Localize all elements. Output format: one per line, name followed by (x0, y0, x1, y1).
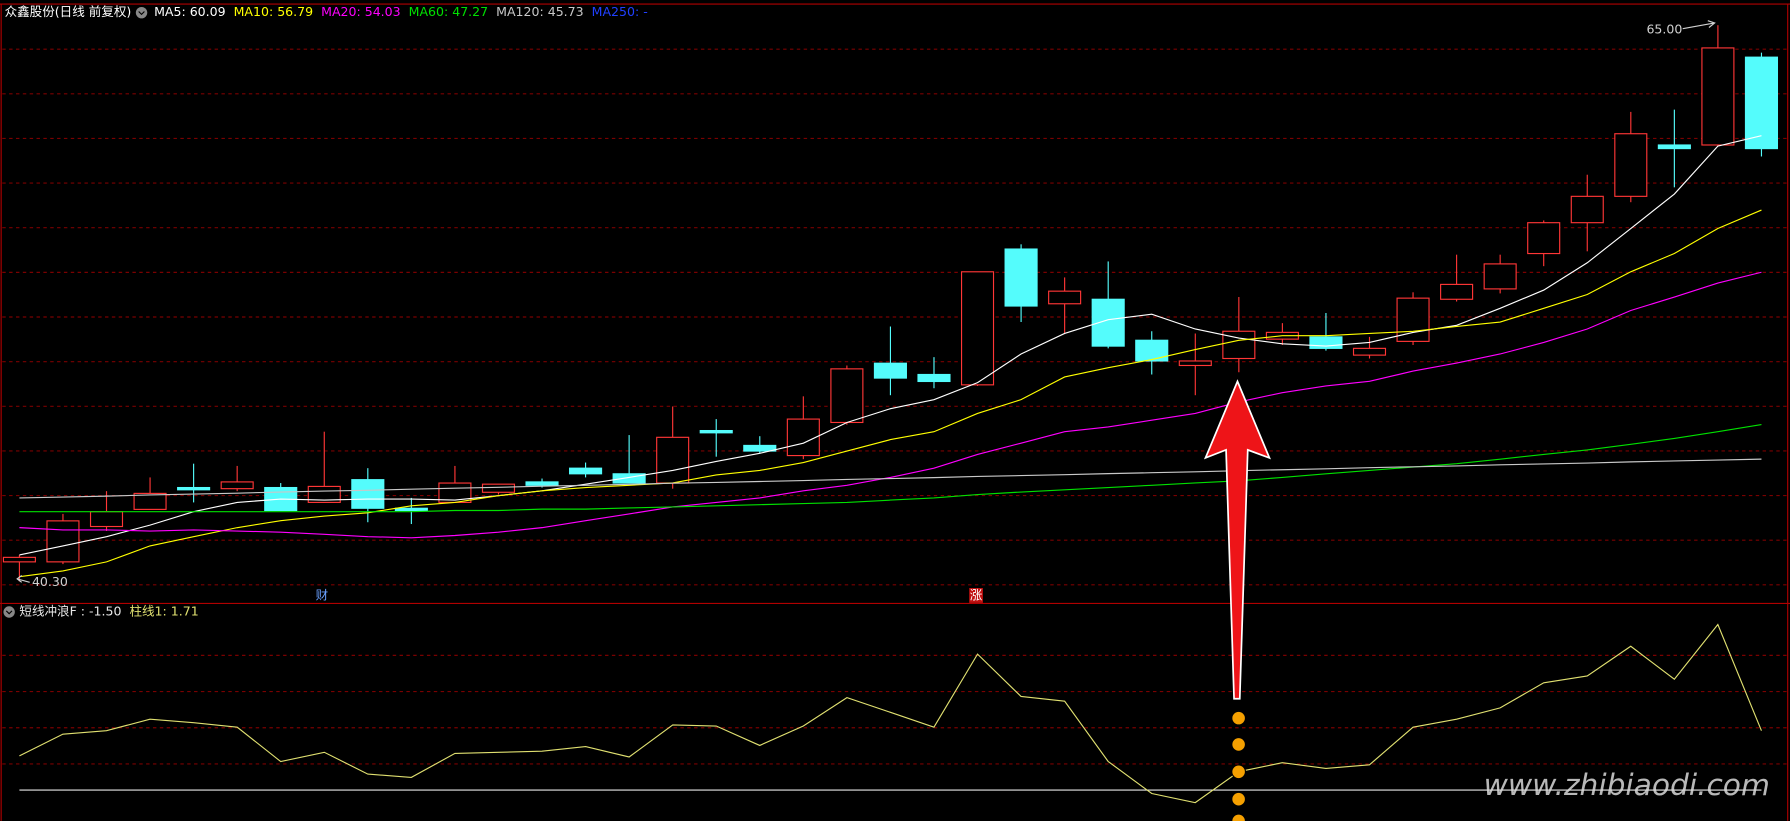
candle-body (1570, 195, 1604, 224)
candle-body (1701, 47, 1735, 146)
candle-body (1614, 133, 1648, 197)
candle-body (873, 362, 907, 379)
candle-body (525, 481, 559, 486)
candle-body (830, 368, 864, 424)
legend-entry: MA20: 54.03 (321, 4, 401, 19)
candle-body (1309, 336, 1343, 349)
candle-body (699, 429, 733, 434)
candle-body (917, 373, 951, 383)
candle-body (177, 486, 211, 491)
candle-body (786, 418, 820, 457)
legend-entry: 短线冲浪F : -1.50 (19, 603, 121, 618)
annotation: 财 (316, 588, 329, 603)
candle-body (481, 483, 516, 493)
candle-body (220, 481, 254, 490)
candle-body (394, 507, 428, 512)
candle-body (1744, 56, 1779, 150)
candle-body (1440, 283, 1474, 300)
legend-entry: 柱线1: 1.71 (129, 603, 198, 618)
high-label: 65.00 (1646, 21, 1682, 36)
candle-body (656, 436, 690, 484)
candle-body (569, 467, 603, 475)
indicator-line (19, 209, 1762, 578)
candle-body (1657, 144, 1691, 150)
candle-body (1527, 222, 1561, 255)
annotation-box (969, 588, 983, 603)
legend-entry: MA5: 60.09 (154, 4, 226, 19)
menu-icon[interactable] (135, 6, 148, 19)
legend-entry: MA10: 56.79 (234, 4, 314, 19)
indicator-line (19, 458, 1762, 499)
candle-body (46, 520, 80, 563)
watermark: www.zhibiaodi.com (1484, 767, 1770, 802)
low-label: 40.30 (32, 574, 68, 589)
candle-body (1135, 339, 1169, 362)
candle-body (89, 511, 124, 528)
candle-body (351, 479, 385, 509)
candle-body (1048, 290, 1082, 305)
high-arrow (1682, 20, 1716, 30)
indicator-line (19, 423, 1762, 513)
chart-title: 众鑫股份(日线 前复权) (5, 4, 132, 19)
candle-body (1396, 297, 1430, 342)
plot-area (2, 25, 1779, 804)
candle-body (960, 271, 995, 386)
candle-body (2, 556, 36, 563)
candle-body (1352, 347, 1387, 356)
candle-body (133, 492, 167, 510)
candle-body (1004, 248, 1038, 307)
legend-entry: MA250: - (592, 4, 648, 19)
annotation: 涨 (970, 588, 983, 603)
menu-icon[interactable] (3, 606, 15, 618)
legend-entry: MA60: 47.27 (409, 4, 489, 19)
legend-entry: MA120: 45.73 (496, 4, 584, 19)
indicator-line (19, 623, 1762, 804)
signal-arrow (1203, 379, 1271, 700)
candle-body (1178, 360, 1212, 367)
indicator-line (19, 135, 1762, 556)
low-arrow (16, 575, 30, 583)
candle-body (743, 444, 777, 452)
candle-body (1483, 263, 1517, 290)
indicator-line (19, 271, 1762, 539)
candle-body (612, 473, 646, 484)
grid (2, 48, 1787, 765)
